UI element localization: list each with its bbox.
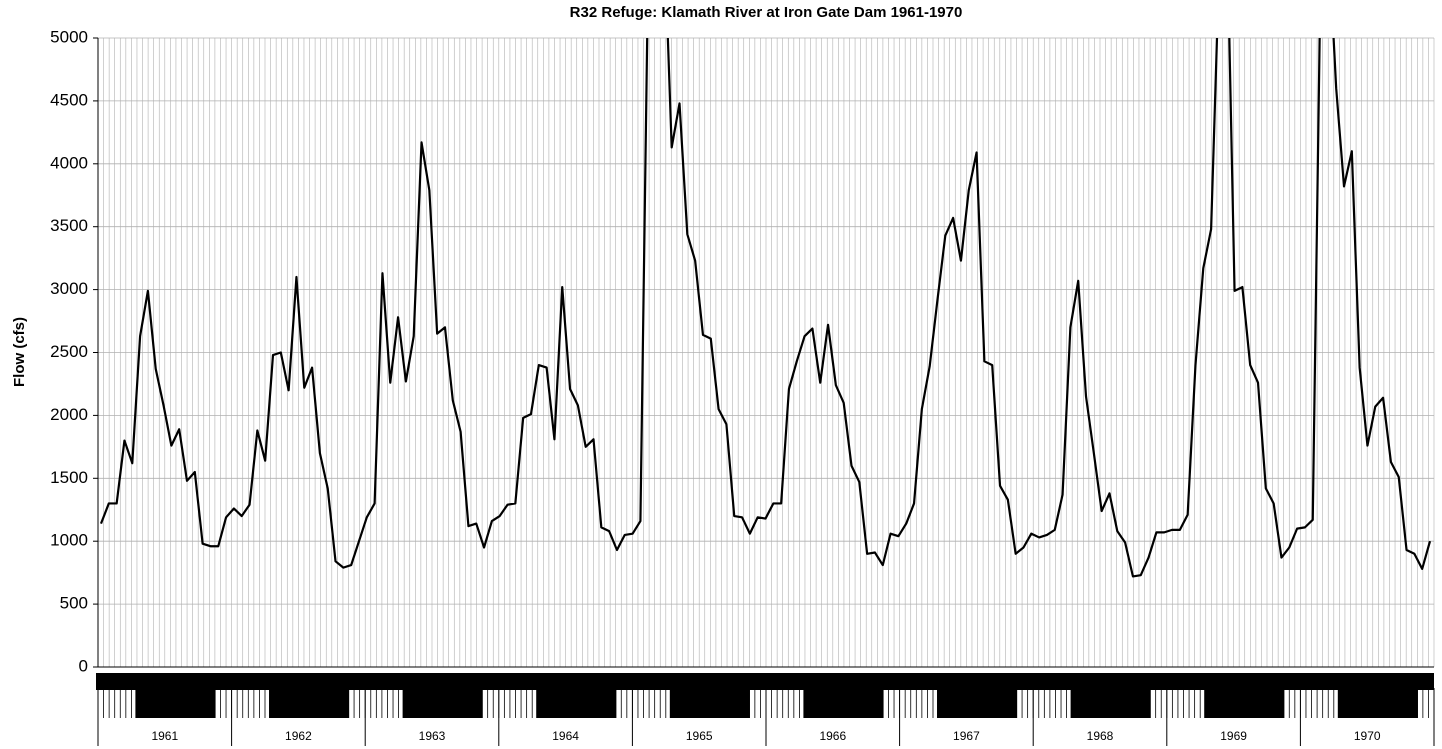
year-label: 1970 — [1354, 729, 1381, 743]
y-tick-label: 2000 — [50, 405, 88, 424]
y-tick-label: 4000 — [50, 153, 88, 172]
year-label: 1963 — [419, 729, 446, 743]
year-label: 1968 — [1087, 729, 1114, 743]
horizontal-grid: 0 500 1000 1500 2000 2500 3000 3500 4000 4500 5000 — [50, 27, 1434, 675]
year-label: 1966 — [819, 729, 846, 743]
year-label: 1964 — [552, 729, 579, 743]
category-block — [1204, 689, 1285, 718]
y-tick-label: 500 — [60, 594, 88, 613]
y-tick-label: 1500 — [50, 468, 88, 487]
plot — [99, 38, 1432, 578]
category-block — [536, 689, 617, 718]
category-block — [402, 689, 483, 718]
y-tick-label: 3500 — [50, 216, 88, 235]
chart-title: R32 Refuge: Klamath River at Iron Gate D… — [570, 4, 963, 21]
y-axis-title: Flow (cfs) — [11, 317, 28, 387]
category-block — [1337, 689, 1418, 718]
category-block — [269, 689, 350, 718]
category-block — [135, 689, 216, 718]
y-tick-label: 5000 — [50, 27, 88, 46]
year-label: 1962 — [285, 729, 312, 743]
year-label: 1967 — [953, 729, 980, 743]
y-tick-label: 1000 — [50, 531, 88, 550]
y-tick-label: 2500 — [50, 342, 88, 361]
y-tick-label: 4500 — [50, 90, 88, 109]
year-label: 1961 — [151, 729, 178, 743]
y-tick-label: 3000 — [50, 279, 88, 298]
y-tick-label: 0 — [79, 656, 88, 675]
category-strip — [96, 673, 1434, 690]
category-block — [1070, 689, 1151, 718]
category-band: 1961 1962 1963 1964 1965 1966 1967 1968 1969 1970 — [96, 673, 1435, 746]
data-line — [99, 38, 1432, 578]
year-label: 1969 — [1220, 729, 1247, 743]
category-block — [937, 689, 1018, 718]
category-block — [669, 689, 750, 718]
category-block — [803, 689, 884, 718]
year-label: 1965 — [686, 729, 713, 743]
